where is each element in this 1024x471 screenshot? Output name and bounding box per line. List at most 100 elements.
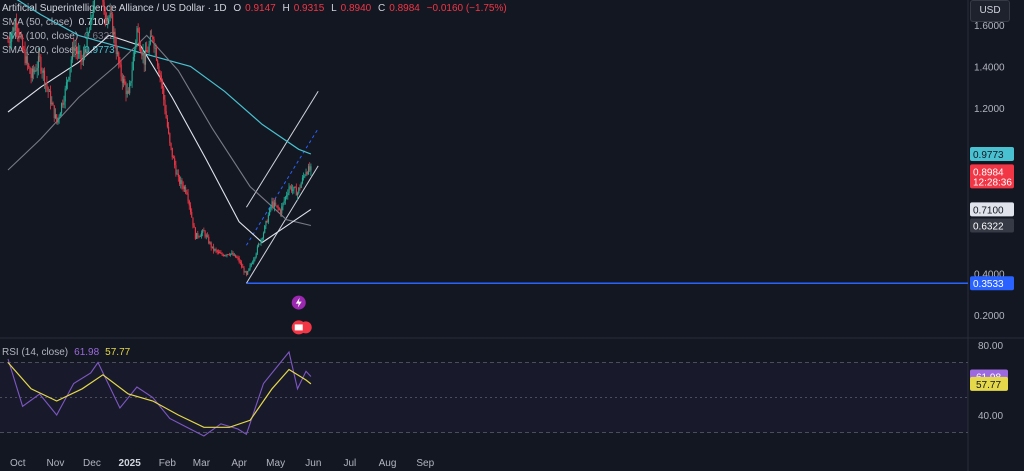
candle-body bbox=[138, 31, 140, 47]
candle-body bbox=[198, 236, 200, 238]
candle-body bbox=[121, 76, 123, 83]
candle-body bbox=[278, 208, 280, 210]
candle-body bbox=[89, 29, 91, 34]
candle-body bbox=[272, 201, 274, 208]
candle-body bbox=[7, 41, 9, 43]
candle-body bbox=[91, 16, 93, 19]
candle-body bbox=[159, 72, 161, 76]
candle-body bbox=[160, 75, 162, 82]
candle-body bbox=[37, 56, 40, 68]
sma200-label: SMA (200, close) bbox=[2, 45, 79, 56]
candle-body bbox=[23, 49, 25, 51]
candle-body bbox=[81, 60, 83, 62]
candle-body bbox=[165, 111, 167, 119]
low-label: L bbox=[331, 3, 337, 14]
candle-body bbox=[87, 33, 89, 35]
candle-body bbox=[50, 91, 52, 105]
candle-body bbox=[230, 253, 232, 255]
candle-body bbox=[189, 205, 192, 212]
channel-mid-line bbox=[246, 128, 319, 246]
candle-body bbox=[219, 251, 221, 254]
candle-body bbox=[84, 52, 86, 54]
sma100-value: 0.6322 bbox=[84, 31, 115, 42]
candle-body bbox=[130, 81, 132, 84]
rsi-label: RSI (14, close) bbox=[2, 347, 69, 358]
candle-body bbox=[146, 49, 148, 53]
price-tag-label: 0.3533 bbox=[973, 279, 1004, 290]
candle-body bbox=[193, 225, 195, 228]
candle-body bbox=[221, 253, 223, 255]
candle-body bbox=[277, 206, 279, 209]
currency-button[interactable]: USD bbox=[970, 0, 1010, 22]
sma200-line bbox=[16, 0, 312, 155]
candle-body bbox=[213, 246, 215, 251]
candle-body bbox=[123, 79, 125, 83]
candle-body bbox=[227, 254, 229, 255]
time-axis-tick: Jun bbox=[305, 458, 321, 469]
candle-body bbox=[244, 271, 246, 273]
candle-body bbox=[134, 49, 136, 57]
candle-body bbox=[259, 243, 261, 245]
candle-body bbox=[59, 113, 61, 117]
sma50-legend[interactable]: SMA (50, close) 0.7100 bbox=[2, 16, 109, 29]
symbol-title: Artificial Superintelligence Alliance / … bbox=[2, 3, 227, 14]
candle-body bbox=[241, 262, 243, 267]
candle-body bbox=[102, 0, 104, 3]
open-value: 0.9147 bbox=[245, 3, 276, 14]
candle-body bbox=[56, 114, 58, 123]
candle-body bbox=[299, 187, 301, 189]
candle-body bbox=[203, 230, 205, 232]
candle-body bbox=[67, 80, 69, 83]
candle-body bbox=[22, 37, 24, 50]
rsi-value: 61.98 bbox=[74, 347, 100, 358]
ohlc-values: O 0.9147 H 0.9315 L 0.8940 C 0.8984 −0.0160 … bbox=[229, 3, 506, 14]
candle-body bbox=[283, 200, 285, 204]
candle-body bbox=[238, 257, 240, 263]
candle-body bbox=[48, 91, 50, 92]
candle-body bbox=[237, 257, 239, 259]
candle-body bbox=[245, 271, 248, 275]
candle-body bbox=[236, 257, 238, 259]
candle-body bbox=[224, 255, 226, 257]
candle-body bbox=[147, 52, 149, 53]
candle-body bbox=[110, 13, 113, 15]
candle-body bbox=[279, 209, 282, 214]
candle-body bbox=[68, 77, 70, 81]
candle-body bbox=[36, 67, 38, 71]
candle-body bbox=[305, 172, 307, 176]
rsi-legend[interactable]: RSI (14, close) 61.98 57.77 bbox=[2, 346, 130, 359]
candle-body bbox=[140, 46, 142, 52]
time-axis-tick: Feb bbox=[159, 458, 177, 469]
candle-body bbox=[135, 41, 137, 50]
price-axis-tick: 0.4000 bbox=[974, 270, 1005, 281]
candle-body bbox=[258, 243, 260, 247]
candle-body bbox=[292, 189, 294, 191]
candle-body bbox=[151, 36, 153, 37]
candle-body bbox=[205, 235, 207, 237]
candle-body bbox=[92, 8, 94, 17]
candle-body bbox=[220, 253, 222, 254]
candle-body bbox=[175, 165, 177, 175]
candle-body bbox=[64, 88, 66, 102]
candle-body bbox=[39, 56, 41, 58]
candle-body bbox=[266, 221, 268, 223]
candle-body bbox=[253, 259, 255, 263]
rsi-axis-tick: 80.00 bbox=[978, 341, 1003, 352]
sma100-legend[interactable]: SMA (100, close) 0.6322 bbox=[2, 30, 115, 43]
candle-body bbox=[144, 49, 147, 65]
candle-body bbox=[51, 102, 53, 105]
candle-body bbox=[112, 14, 114, 35]
candle-body bbox=[65, 82, 67, 89]
sma50-line bbox=[7, 34, 312, 244]
candle-body bbox=[202, 230, 204, 233]
rsi-ma-line bbox=[7, 362, 312, 428]
candle-body bbox=[233, 254, 235, 256]
candle-body bbox=[28, 63, 30, 68]
price-axis-tick: 0.2000 bbox=[974, 311, 1005, 322]
candle-body bbox=[31, 68, 33, 78]
candle-body bbox=[264, 225, 266, 233]
sma200-legend[interactable]: SMA (200, close) 0.9773 bbox=[2, 44, 115, 57]
candle-body bbox=[74, 48, 76, 52]
candle-body bbox=[13, 27, 15, 31]
